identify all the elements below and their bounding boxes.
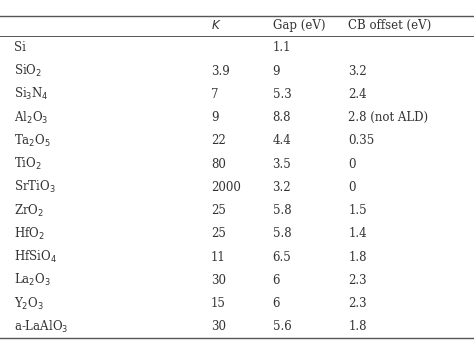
Text: 2.3: 2.3	[348, 274, 367, 287]
Text: HfSiO$_4$: HfSiO$_4$	[14, 249, 57, 265]
Text: 11: 11	[211, 251, 226, 264]
Text: $K$: $K$	[211, 19, 221, 33]
Text: 9: 9	[273, 65, 280, 78]
Text: 80: 80	[211, 158, 226, 171]
Text: 2.4: 2.4	[348, 88, 367, 101]
Text: Y$_2$O$_3$: Y$_2$O$_3$	[14, 295, 44, 312]
Text: Si$_3$N$_4$: Si$_3$N$_4$	[14, 86, 49, 102]
Text: 1.4: 1.4	[348, 227, 367, 240]
Text: 6: 6	[273, 297, 280, 310]
Text: 5.8: 5.8	[273, 227, 291, 240]
Text: 2.8 (not ALD): 2.8 (not ALD)	[348, 111, 428, 124]
Text: Ta$_2$O$_5$: Ta$_2$O$_5$	[14, 133, 51, 149]
Text: 15: 15	[211, 297, 226, 310]
Text: 30: 30	[211, 274, 226, 287]
Text: 6.5: 6.5	[273, 251, 292, 264]
Text: 0: 0	[348, 158, 356, 171]
Text: 1.8: 1.8	[348, 251, 367, 264]
Text: 4.4: 4.4	[273, 134, 292, 147]
Text: 22: 22	[211, 134, 226, 147]
Text: 0.35: 0.35	[348, 134, 374, 147]
Text: ZrO$_2$: ZrO$_2$	[14, 202, 44, 219]
Text: La$_2$O$_3$: La$_2$O$_3$	[14, 272, 51, 288]
Text: 30: 30	[211, 320, 226, 333]
Text: 5.6: 5.6	[273, 320, 292, 333]
Text: Gap (eV): Gap (eV)	[273, 19, 325, 33]
Text: HfO$_2$: HfO$_2$	[14, 226, 45, 242]
Text: 9: 9	[211, 111, 219, 124]
Text: 1.5: 1.5	[348, 204, 367, 217]
Text: 25: 25	[211, 204, 226, 217]
Text: CB offset (eV): CB offset (eV)	[348, 19, 432, 33]
Text: 3.9: 3.9	[211, 65, 230, 78]
Text: 6: 6	[273, 274, 280, 287]
Text: SrTiO$_3$: SrTiO$_3$	[14, 179, 56, 195]
Text: a-LaAlO$_3$: a-LaAlO$_3$	[14, 319, 69, 335]
Text: 7: 7	[211, 88, 219, 101]
Text: SiO$_2$: SiO$_2$	[14, 63, 42, 79]
Text: 1.1: 1.1	[273, 42, 291, 54]
Text: TiO$_2$: TiO$_2$	[14, 156, 42, 172]
Text: 0: 0	[348, 181, 356, 194]
Text: Si: Si	[14, 42, 26, 54]
Text: 5.8: 5.8	[273, 204, 291, 217]
Text: 1.8: 1.8	[348, 320, 367, 333]
Text: 3.5: 3.5	[273, 158, 292, 171]
Text: 5.3: 5.3	[273, 88, 292, 101]
Text: 8.8: 8.8	[273, 111, 291, 124]
Text: Al$_2$O$_3$: Al$_2$O$_3$	[14, 110, 48, 126]
Text: 25: 25	[211, 227, 226, 240]
Text: 2.3: 2.3	[348, 297, 367, 310]
Text: 3.2: 3.2	[348, 65, 367, 78]
Text: 3.2: 3.2	[273, 181, 291, 194]
Text: 2000: 2000	[211, 181, 241, 194]
